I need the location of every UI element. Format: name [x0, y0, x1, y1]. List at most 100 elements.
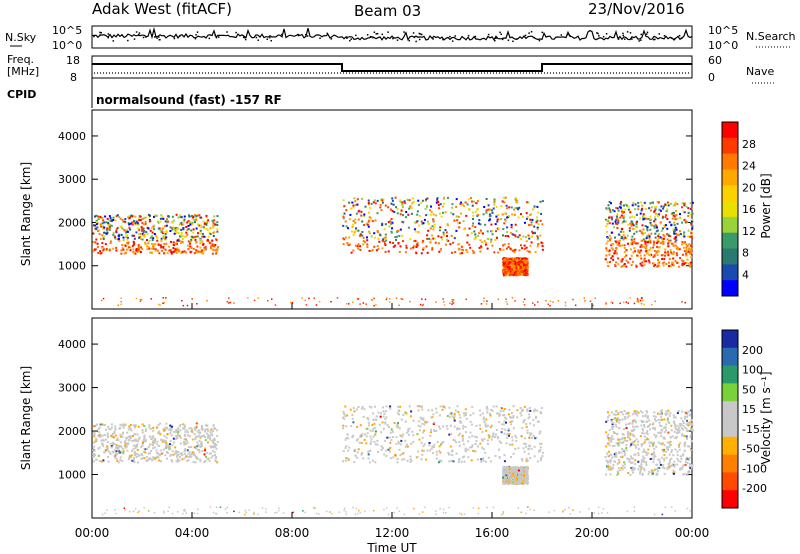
range-cell — [683, 434, 686, 437]
range-cell — [361, 234, 364, 237]
range-cell — [605, 420, 608, 423]
range-cell — [666, 204, 668, 207]
range-cell — [662, 242, 665, 245]
range-cell — [367, 421, 370, 424]
range-cell — [523, 482, 526, 484]
range-cell — [455, 441, 458, 444]
range-cell — [101, 434, 104, 437]
range-cell — [121, 244, 124, 247]
range-cell — [397, 409, 400, 412]
range-cell — [505, 474, 508, 477]
range-cell — [183, 428, 186, 431]
range-cell — [420, 418, 423, 420]
range-cell — [107, 228, 110, 231]
range-cell — [162, 247, 165, 250]
range-cell — [439, 226, 442, 229]
range-cell — [497, 437, 500, 440]
range-cell — [135, 439, 138, 442]
range-cell — [359, 303, 361, 305]
range-cell — [505, 421, 507, 424]
range-cell — [507, 270, 510, 273]
range-cell — [109, 217, 112, 219]
range-cell — [186, 229, 189, 231]
range-cell — [188, 451, 191, 454]
range-cell — [216, 440, 219, 443]
range-cell — [173, 250, 176, 253]
range-cell — [376, 245, 379, 248]
range-cell — [115, 439, 118, 442]
noise-search-dot — [670, 37, 673, 39]
range-cell — [435, 214, 438, 217]
range-cell — [192, 460, 195, 463]
range-cell — [212, 424, 215, 427]
range-cell — [129, 222, 132, 225]
range-cell — [518, 206, 521, 209]
range-cell — [653, 220, 656, 223]
range-cell — [487, 204, 490, 207]
range-cell — [495, 206, 498, 208]
range-cell — [176, 239, 179, 242]
range-cell — [209, 438, 212, 441]
range-cell — [101, 246, 104, 249]
range-cell — [608, 222, 611, 225]
range-cell — [669, 264, 672, 267]
range-cell — [526, 480, 529, 483]
range-cell — [152, 435, 155, 438]
range-cell — [366, 223, 369, 226]
range-cell — [655, 225, 658, 227]
range-cell — [195, 227, 198, 230]
noise-search-dot — [626, 31, 629, 33]
range-cell — [105, 249, 108, 252]
range-cell — [428, 237, 431, 240]
range-cell — [346, 457, 349, 460]
range-cell — [144, 440, 147, 443]
range-cell — [526, 267, 529, 269]
range-cell — [175, 213, 178, 216]
range-cell — [130, 456, 132, 459]
range-cell — [482, 232, 484, 235]
range-cell — [641, 239, 644, 242]
range-cell — [156, 239, 159, 242]
range-cell — [212, 231, 215, 234]
power-colorbar-label: Power [dB] — [759, 173, 773, 238]
range-cell — [493, 200, 496, 203]
range-cell — [646, 235, 649, 238]
range-cell — [508, 470, 511, 472]
range-cell — [535, 415, 537, 418]
range-cell — [605, 254, 608, 257]
range-cell — [196, 430, 199, 433]
range-cell — [508, 273, 511, 276]
noise-search-dot — [403, 31, 405, 33]
range-cell — [503, 454, 506, 457]
range-cell — [631, 420, 634, 423]
range-cell — [370, 440, 373, 443]
range-cell — [662, 450, 665, 452]
range-cell — [669, 240, 672, 243]
range-cell — [463, 228, 466, 231]
range-cell — [376, 443, 379, 446]
range-cell — [462, 249, 465, 252]
range-cell — [478, 424, 481, 427]
range-cell — [206, 238, 209, 241]
range-cell — [445, 231, 448, 234]
range-cell — [100, 252, 103, 254]
range-cell — [203, 436, 206, 438]
range-cell — [631, 260, 634, 263]
range-cell — [631, 442, 634, 445]
range-cell — [141, 423, 144, 426]
range-cell — [179, 214, 182, 217]
range-cell — [147, 246, 150, 249]
range-cell — [685, 437, 688, 440]
range-cell — [532, 302, 534, 304]
range-cell — [506, 433, 509, 436]
range-cell — [671, 252, 674, 255]
range-cell — [672, 253, 675, 256]
range-cell — [135, 220, 138, 223]
range-cell — [533, 205, 536, 208]
range-cell — [673, 232, 676, 235]
range-cell — [539, 459, 542, 462]
range-cell — [527, 201, 530, 204]
noise-left-label: N.Sky — [5, 31, 37, 44]
range-cell — [528, 444, 531, 447]
range-cell — [206, 428, 209, 431]
